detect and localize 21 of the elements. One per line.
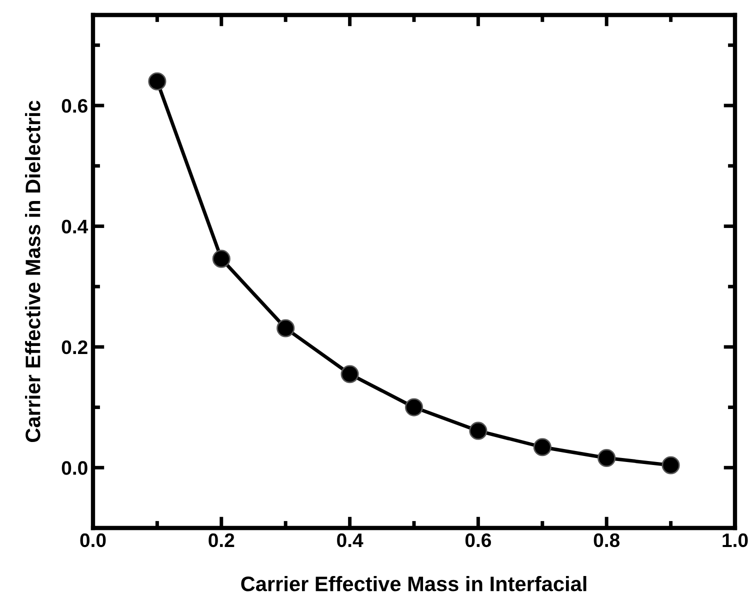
y-axis-title: Carrier Effective Mass in Dielectric	[25, 100, 40, 442]
point	[662, 456, 680, 474]
point	[404, 398, 424, 416]
x-axis-title: Carrier Effective Mass in Interfacial	[241, 576, 586, 592]
point	[340, 365, 359, 384]
x-tick-label: 1.0	[722, 533, 748, 548]
y-tick-label: 0.6	[62, 98, 88, 113]
y-tick-label: 0.4	[62, 220, 88, 234]
point	[533, 438, 552, 456]
point	[469, 422, 488, 440]
x-tick-label: 0.4	[337, 533, 364, 548]
point	[276, 319, 295, 338]
x-tick-label: 0.2	[208, 533, 234, 548]
x-tick-label: 0.0	[80, 533, 106, 548]
point	[598, 448, 616, 468]
point	[148, 72, 166, 90]
y-tick-label: 0.0	[62, 461, 88, 475]
y-tick-label: 0.2	[62, 340, 88, 354]
x-tick-label: 0.6	[465, 533, 492, 548]
point	[212, 250, 230, 268]
x-tick-label: 0.8	[594, 533, 620, 548]
